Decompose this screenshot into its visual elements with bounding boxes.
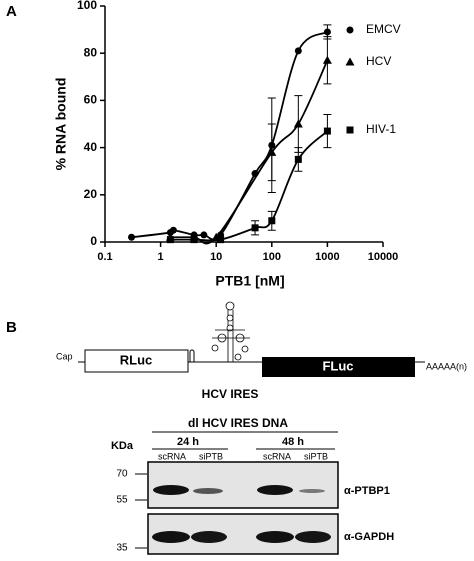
x-tick-label: 100 <box>263 251 281 263</box>
legend-marker <box>346 126 354 134</box>
marker-ticks <box>135 473 147 549</box>
lane-label: scRNA <box>158 451 186 461</box>
panel-label: A <box>6 3 17 20</box>
x-tick-label: 1000 <box>315 251 339 263</box>
point <box>323 28 331 36</box>
mw-marker: 70 <box>116 469 128 480</box>
time-label: 48 h <box>282 436 304 448</box>
point <box>294 155 302 163</box>
cap-label: Cap <box>56 351 73 361</box>
y-tick-label: 40 <box>84 140 98 154</box>
unit-label: KDa <box>111 440 134 452</box>
point <box>293 119 303 128</box>
fluc-box <box>262 357 415 377</box>
point <box>169 226 177 234</box>
ires-structure <box>211 301 250 362</box>
y-tick-label: 100 <box>77 0 97 12</box>
point <box>251 224 259 232</box>
legend-marker <box>346 26 354 34</box>
legend-marker <box>345 57 355 66</box>
fluc-label: FLuc <box>322 358 353 373</box>
antibody-label: α-PTBP1 <box>344 485 390 497</box>
antibody-label: α-GAPDH <box>344 531 394 543</box>
panel-label: B <box>6 319 17 336</box>
point <box>190 236 198 244</box>
blot-panel <box>147 461 339 509</box>
band <box>257 485 293 495</box>
lane-label: scRNA <box>263 451 291 461</box>
band <box>193 488 223 494</box>
rluc-label: RLuc <box>120 352 153 367</box>
x-tick-label: 1 <box>158 251 164 263</box>
hairpin <box>189 349 195 362</box>
point <box>128 233 136 241</box>
western-blot: dl HCV IRES DNA 24 h 48 h scRNA siPTB sc… <box>111 416 394 555</box>
y-axis-label: % RNA bound <box>53 78 69 171</box>
time-label: 24 h <box>177 436 199 448</box>
point <box>200 231 208 239</box>
point <box>323 127 331 135</box>
band <box>152 531 190 543</box>
point <box>294 47 302 55</box>
rluc-box <box>84 349 189 373</box>
y-tick-label: 60 <box>84 93 98 107</box>
construct: Cap RLuc FLuc AAAAA(n) HCV IRES <box>56 301 467 401</box>
x-tick-label: 0.1 <box>97 251 112 263</box>
legend-label: HIV-1 <box>366 122 396 136</box>
legend-label: HCV <box>366 54 391 68</box>
lane-label: siPTB <box>199 451 223 461</box>
ires-label: HCV IRES <box>202 387 259 401</box>
x-tick-label: 10 <box>210 251 222 263</box>
x-tick-label: 10000 <box>368 251 399 263</box>
point <box>267 147 277 156</box>
band <box>256 531 294 543</box>
point <box>217 236 225 244</box>
band <box>299 489 325 493</box>
polya-label: AAAAA(n) <box>426 361 467 371</box>
point <box>268 217 276 225</box>
band <box>153 485 189 495</box>
point <box>166 236 174 244</box>
x-axis-label: PTB1 [nM] <box>215 273 284 289</box>
mw-marker: 35 <box>116 543 128 554</box>
y-tick-label: 0 <box>90 234 97 248</box>
y-tick-label: 20 <box>84 187 98 201</box>
band <box>191 531 227 543</box>
point <box>322 55 332 64</box>
band <box>295 531 331 543</box>
mw-marker: 55 <box>116 495 128 506</box>
y-tick-label: 80 <box>84 45 98 59</box>
lane-label: siPTB <box>304 451 328 461</box>
blot-title: dl HCV IRES DNA <box>188 416 288 430</box>
legend-label: EMCV <box>366 22 401 36</box>
